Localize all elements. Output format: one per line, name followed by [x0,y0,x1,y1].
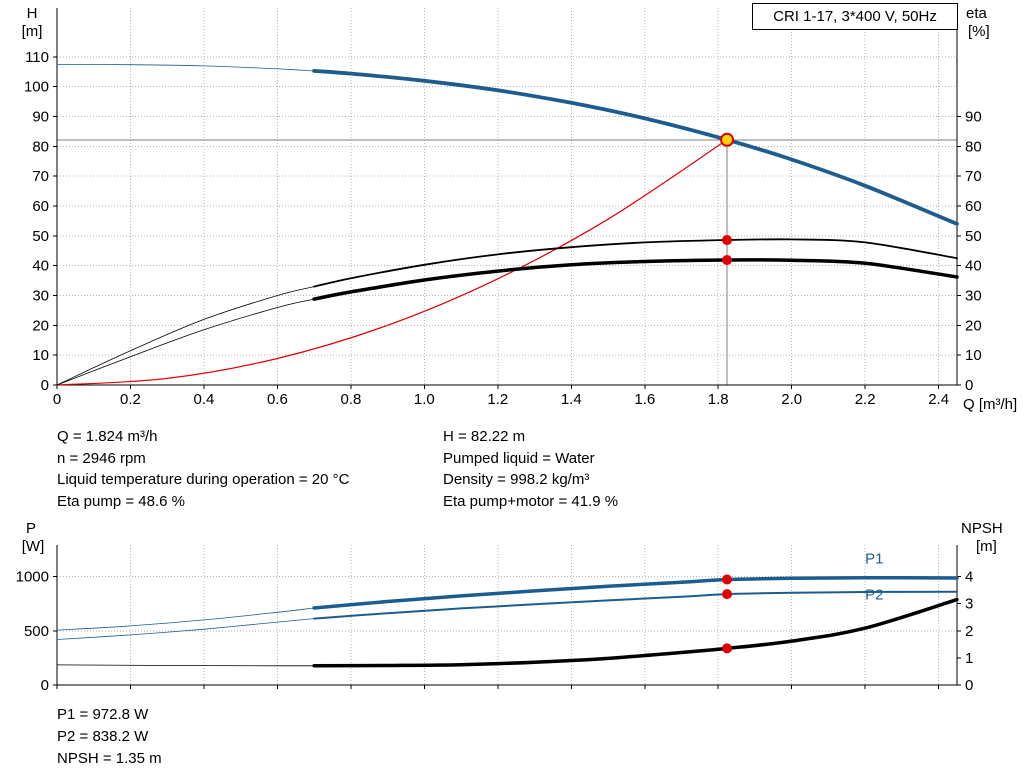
info-line-temp: Liquid temperature during operation = 20… [57,471,350,488]
duty-info-block: Q = 1.824 m³/h n = 2946 rpm Liquid tempe… [57,426,618,512]
value-dot-marker [722,643,733,654]
svg-text:1.0: 1.0 [414,391,435,408]
svg-text:50: 50 [965,228,982,245]
p2-curve [56,618,315,640]
h-axis-title: H [27,5,38,22]
eta-pump-motor-curve [312,258,959,301]
eta-axis-unit: [%] [968,23,990,40]
pump-model-title: CRI 1-17, 3*400 V, 50Hz [752,3,958,30]
npsh-axis-title: NPSH [961,520,1003,537]
svg-text:500: 500 [24,623,49,640]
p1-curve [312,575,959,610]
svg-text:50: 50 [32,228,49,245]
info-line-q: Q = 1.824 m³/h [57,428,158,445]
svg-text:0: 0 [41,677,49,694]
svg-text:0.2: 0.2 [120,391,141,408]
svg-text:1.4: 1.4 [561,391,582,408]
svg-text:20: 20 [965,317,982,334]
p2-curve [313,590,958,620]
svg-text:1.6: 1.6 [634,391,655,408]
gridlines [57,8,957,385]
svg-text:30: 30 [32,288,49,305]
svg-text:4: 4 [965,569,973,586]
svg-text:10: 10 [965,347,982,364]
svg-text:0.6: 0.6 [267,391,288,408]
info-line-p2: P2 = 838.2 W [57,728,149,745]
info-line-eta-pump: Eta pump = 48.6 % [57,492,185,510]
svg-text:70: 70 [32,168,49,185]
info-line-density: Density = 998.2 kg/m³ [443,471,590,488]
svg-text:2.4: 2.4 [928,391,949,408]
svg-text:0.4: 0.4 [194,391,215,408]
tick-labels: 0 0.2 0.4 0.6 0.8 1.0 1.2 1.4 1.6 1.8 2.0 2.2 2.4 0 10… [24,49,982,408]
svg-text:0: 0 [53,391,61,408]
value-dot-marker [722,574,733,585]
info-line-npsh: NPSH = 1.35 m [57,750,162,767]
value-dot-marker [722,589,733,600]
svg-text:0: 0 [965,377,973,394]
svg-text:110: 110 [25,49,49,66]
axes [53,8,961,389]
axes [53,545,961,689]
svg-text:90: 90 [32,109,49,126]
series-label-p1: P1 [865,551,883,568]
h-axis-unit: [m] [22,23,43,40]
svg-text:1: 1 [965,650,973,667]
info-line-h: H = 82.22 m [443,428,526,445]
svg-text:20: 20 [32,317,49,334]
value-dot-marker [722,235,733,246]
svg-text:2.0: 2.0 [781,391,802,408]
hq-curve [312,69,959,226]
eta-pump-curve [313,238,958,288]
svg-text:60: 60 [965,198,982,215]
svg-text:80: 80 [32,138,49,155]
hq-curve [56,64,315,72]
info-line-p1: P1 = 972.8 W [57,706,149,723]
svg-text:60: 60 [32,198,49,215]
svg-text:2: 2 [965,623,973,640]
npsh-curve [312,597,959,668]
svg-text:80: 80 [965,138,982,155]
duty-point-marker[interactable] [720,132,735,147]
p-axis-title: P [26,520,36,537]
power-info-block: P1 = 972.8 W P2 = 838.2 W NPSH = 1.35 m [57,704,162,770]
info-line-n: n = 2946 rpm [57,449,146,467]
svg-text:90: 90 [965,109,982,126]
eta-pump-curve [56,286,315,386]
svg-text:40: 40 [965,258,982,275]
value-dot-marker [722,255,733,266]
series-label-p2: P2 [865,587,883,604]
svg-text:0: 0 [965,677,973,694]
svg-text:100: 100 [24,79,49,96]
eta-pump-motor-curve [56,298,315,386]
info-line-liquid: Pumped liquid = Water [443,449,595,467]
svg-text:3: 3 [965,596,973,613]
svg-text:70: 70 [965,168,982,185]
p1-curve [56,607,315,631]
duty-info-left-column: Q = 1.824 m³/h n = 2946 rpm Liquid tempe… [57,426,443,512]
system-curve [56,139,728,386]
hq-eta-chart: 0 0.2 0.4 0.6 0.8 1.0 1.2 1.4 1.6 1.8 2.0 2.2 2.4 0 10… [24,8,982,408]
svg-text:40: 40 [32,258,49,275]
eta-axis-title: eta [966,5,988,22]
duty-info-right-column: H = 82.22 m Pumped liquid = Water Densit… [443,426,618,512]
power-npsh-chart: 0 500 1000 0 1 2 3 4 P1 P2 [16,545,974,694]
svg-text:1.8: 1.8 [708,391,729,408]
info-line-eta-pump-motor: Eta pump+motor = 41.9 % [443,492,619,510]
svg-text:0.8: 0.8 [340,391,361,408]
svg-text:1000: 1000 [16,569,49,586]
svg-text:1.2: 1.2 [487,391,508,408]
svg-text:0: 0 [41,377,49,394]
npsh-curve [56,664,315,667]
p-axis-unit: [W] [22,538,45,555]
npsh-axis-unit: [m] [976,538,997,555]
svg-text:10: 10 [32,347,49,364]
svg-text:2.2: 2.2 [855,391,876,408]
q-axis-label: Q [m³/h] [963,396,1017,413]
tick-labels: 0 500 1000 0 1 2 3 4 [16,569,974,694]
svg-text:30: 30 [965,288,982,305]
